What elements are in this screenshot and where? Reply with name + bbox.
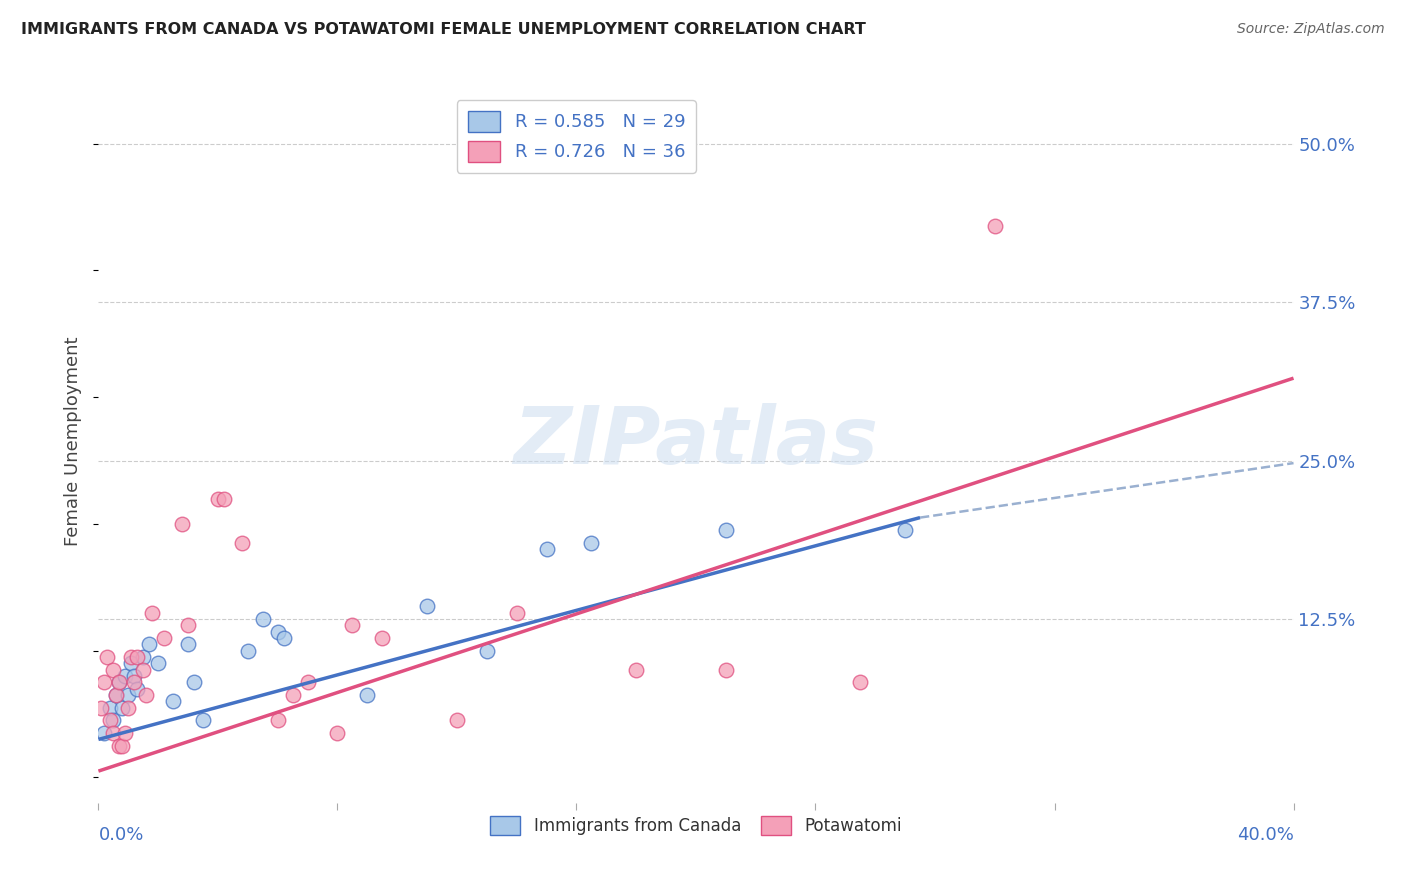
Point (117, 700, 139, 714)
Point (148, 657, 170, 671)
Point (114, 726, 136, 740)
Point (212, 491, 235, 506)
Point (90, 700, 112, 714)
Point (127, 650, 149, 665)
Text: Source: ZipAtlas.com: Source: ZipAtlas.com (1237, 22, 1385, 37)
Y-axis label: Female Unemployment: Female Unemployment (65, 337, 83, 546)
Point (984, 219, 1007, 233)
Point (446, 714, 468, 728)
Point (93, 726, 115, 740)
Point (267, 624, 290, 639)
Point (581, 536, 603, 550)
Point (894, 523, 917, 537)
Point (714, 663, 737, 677)
Point (103, 726, 125, 740)
Point (153, 631, 176, 645)
Point (111, 700, 134, 714)
Point (342, 618, 364, 632)
Point (231, 536, 253, 550)
Legend: Immigrants from Canada, Potawatomi: Immigrants from Canada, Potawatomi (484, 809, 908, 841)
Point (356, 688, 378, 702)
Point (714, 523, 737, 537)
Point (124, 669, 146, 683)
Point (127, 681, 149, 696)
Point (326, 726, 349, 740)
Point (105, 688, 128, 702)
Point (135, 688, 157, 702)
Point (96, 650, 118, 665)
Text: IMMIGRANTS FROM CANADA VS POTAWATOMI FEMALE UNEMPLOYMENT CORRELATION CHART: IMMIGRANTS FROM CANADA VS POTAWATOMI FEM… (21, 22, 866, 37)
Point (177, 637, 200, 651)
Point (236, 643, 259, 657)
Point (475, 643, 498, 657)
Point (371, 631, 394, 645)
Point (416, 599, 439, 614)
Point (172, 516, 194, 531)
Point (105, 688, 128, 702)
Point (132, 663, 155, 677)
Point (138, 637, 160, 651)
Point (124, 675, 146, 690)
Point (108, 739, 131, 753)
Point (93, 675, 115, 690)
Point (267, 714, 290, 728)
Point (98, 714, 122, 728)
Point (162, 694, 184, 708)
Point (108, 675, 131, 690)
Point (252, 612, 274, 626)
Point (98, 700, 122, 714)
Point (120, 657, 142, 671)
Point (506, 606, 529, 620)
Point (141, 606, 163, 620)
Point (626, 663, 648, 677)
Point (117, 688, 139, 702)
Point (132, 650, 155, 665)
Text: ZIPatlas: ZIPatlas (513, 402, 879, 481)
Point (177, 618, 200, 632)
Point (103, 663, 125, 677)
Point (207, 491, 229, 506)
Text: 40.0%: 40.0% (1237, 826, 1294, 844)
Point (849, 675, 872, 690)
Point (183, 675, 205, 690)
Point (120, 650, 142, 665)
Point (111, 739, 134, 753)
Point (103, 714, 125, 728)
Point (297, 675, 319, 690)
Text: 0.0%: 0.0% (98, 826, 143, 844)
Point (281, 688, 304, 702)
Point (273, 631, 295, 645)
Point (108, 675, 131, 690)
Point (191, 714, 214, 728)
Point (536, 542, 558, 557)
Point (114, 669, 136, 683)
